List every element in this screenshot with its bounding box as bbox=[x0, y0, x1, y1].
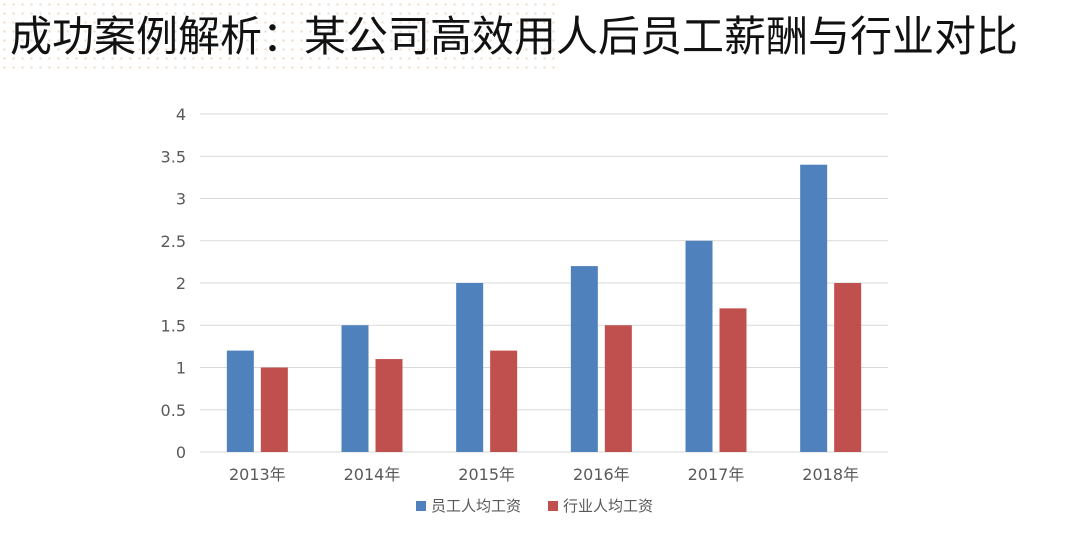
x-tick-label: 2018年 bbox=[802, 465, 859, 484]
dotted-decoration bbox=[0, 0, 560, 70]
bar-industry-1 bbox=[375, 359, 403, 452]
bar-industry-5 bbox=[834, 283, 862, 452]
legend-label-industry: 行业人均工资 bbox=[563, 497, 653, 515]
bar-industry-3 bbox=[604, 325, 632, 452]
x-tick-label: 2017年 bbox=[688, 465, 745, 484]
bar-employee-4 bbox=[685, 240, 713, 452]
gridlines bbox=[200, 113, 888, 453]
bars bbox=[226, 164, 862, 452]
x-tick-label: 2016年 bbox=[573, 465, 630, 484]
bar-employee-1 bbox=[341, 325, 369, 452]
bar-industry-4 bbox=[719, 308, 747, 452]
bar-employee-0 bbox=[226, 350, 254, 452]
x-tick-label: 2015年 bbox=[458, 465, 515, 484]
y-tick-label: 4 bbox=[176, 105, 186, 124]
y-axis-ticks: 0 0.5 1 1.5 2 2.5 3 3.5 4 bbox=[161, 105, 186, 462]
y-tick-label: 2.5 bbox=[161, 232, 186, 251]
legend-swatch-employee bbox=[416, 501, 426, 511]
x-tick-label: 2014年 bbox=[344, 465, 401, 484]
x-tick-label: 2013年 bbox=[229, 465, 286, 484]
y-tick-label: 1 bbox=[176, 359, 186, 378]
y-tick-label: 0.5 bbox=[161, 401, 186, 420]
legend: 员工人均工资 行业人均工资 bbox=[416, 497, 653, 515]
bar-employee-2 bbox=[456, 283, 484, 452]
bar-employee-3 bbox=[570, 266, 598, 452]
bar-employee-5 bbox=[800, 164, 828, 452]
page-title: 成功案例解析：某公司高效用人后员工薪酬与行业对比 bbox=[10, 12, 1019, 61]
legend-label-employee: 员工人均工资 bbox=[431, 497, 521, 515]
bar-industry-2 bbox=[490, 350, 518, 452]
y-tick-label: 0 bbox=[176, 443, 186, 462]
bar-industry-0 bbox=[260, 367, 288, 452]
y-tick-label: 3 bbox=[176, 190, 186, 209]
y-tick-label: 2 bbox=[176, 274, 186, 293]
y-tick-label: 1.5 bbox=[161, 316, 186, 335]
x-axis-ticks: 2013年 2014年 2015年 2016年 2017年 2018年 bbox=[229, 465, 859, 484]
legend-swatch-industry bbox=[548, 501, 558, 511]
y-tick-label: 3.5 bbox=[161, 147, 186, 166]
